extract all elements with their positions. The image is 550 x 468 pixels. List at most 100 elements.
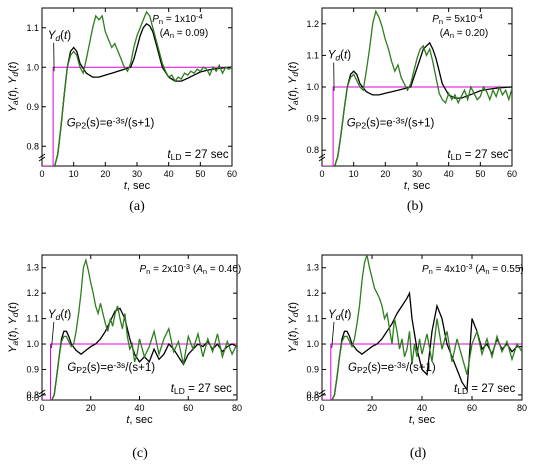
y-tick-label: 0.9 [26,102,39,112]
panel-letter: (a) [129,199,145,214]
x-tick-label: 30 [412,169,422,179]
x-tick-label: 40 [444,169,454,179]
y-axis-label: Ya(t), Yd(t) [7,62,20,113]
y-tick-label: 0.8 [306,390,319,400]
series-actual-line [54,22,232,166]
y-axis-label: Ya(t), Yd(t) [287,62,300,113]
amplitude-annotation: (An = 0.09) [160,28,208,40]
dead-time-annotation: tLD = 27 sec [167,149,228,162]
y-tick-label: 1.1 [306,50,319,60]
x-tick-label: 40 [134,403,144,413]
transfer-function-annotation: GP2(s)=e-3s/(s+1) [67,360,155,375]
y-tick-label: 1.1 [26,314,39,324]
x-tick-label: 40 [164,169,174,179]
x-tick-label: 20 [367,403,377,413]
y-tick-label-zero: 0.0 [26,393,39,403]
transfer-function-annotation: GP2(s)=e-3s/(s+1) [348,360,436,375]
dead-time-annotation: tLD = 27 sec [454,383,515,396]
transfer-function-annotation: GP2(s)=e-3s/(s+1) [347,115,435,130]
x-tick-label: 40 [417,403,427,413]
y-axis-label: Ya(t), Yd(t) [7,302,20,353]
panel-c: 0 20 40 60 80 0.8 0.9 1.0 1.1 1.2 1.3 0.0 t, sec Ya(t… [7,254,242,461]
y-tick-label: 1.2 [26,288,39,298]
panel-a: 0 10 20 30 40 50 60 0.8 0.9 1.0 1.1 t, sec Ya(t), Yd… [7,7,237,214]
x-tick-label: 80 [517,403,527,413]
panel-letter: (d) [410,446,427,461]
series-actual-noisy-line [331,255,522,400]
axis-break-mark [318,389,326,395]
panel-letter: (c) [132,446,148,461]
yd-annotation: Yd(t) [48,30,72,43]
x-tick-label: 10 [349,169,359,179]
axis-break-mark [318,156,326,162]
series-desired-line [322,343,522,400]
panel-d: 0 20 40 60 80 0.8 0.9 1.0 1.1 1.2 1.3 0.0 t, sec Ya(t… [287,254,527,461]
y-axis-label: Ya(t), Yd(t) [287,302,300,353]
y-tick-label-zero: 0.0 [306,393,319,403]
series-actual-line [51,307,237,400]
axis-break-mark [38,156,46,162]
y-tick-label: 1.0 [26,62,39,72]
x-tick-label: 0 [39,403,44,413]
yd-pointer-line [331,321,335,349]
x-tick-label: 60 [183,403,193,413]
x-tick-label: 30 [132,169,142,179]
x-tick-label: 50 [475,169,485,179]
plot-frame [41,254,238,401]
plot-frame [321,254,523,401]
x-tick-label: 0 [39,169,44,179]
x-tick-label: 60 [467,403,477,413]
series-actual-noisy-line [54,10,232,166]
x-axis-label: t, sec [126,414,153,426]
y-tick-label: 1.2 [306,288,319,298]
series-actual-line [331,290,522,400]
dead-time-annotation: tLD = 27 sec [171,383,232,396]
x-tick-label: 20 [100,169,110,179]
y-tick-label: 1.3 [26,263,39,273]
y-tick-label: 0.8 [26,141,39,151]
power-annotation: Pn = 5x10-4 [432,12,483,26]
axis-break-mark [318,153,326,159]
x-tick-label: 60 [507,169,517,179]
power-annotation: Pn = 1x10-4 [152,12,203,26]
yd-annotation: Yd(t) [328,309,352,322]
y-tick-label: 0.9 [26,364,39,374]
y-tick-label: 0.9 [306,364,319,374]
axis-break-mark [38,389,46,395]
y-tick-label: 1.0 [306,339,319,349]
yd-pointer-line [51,321,55,349]
x-tick-label: 0 [319,169,324,179]
y-tick-label: 1.1 [306,314,319,324]
yd-annotation: Yd(t) [328,50,352,63]
x-axis-label: t, sec [124,180,151,192]
y-tick-label: 1.0 [306,82,319,92]
power-annotation: Pn = 4x10-3 (An = 0.55) [422,262,524,276]
x-tick-label: 10 [69,169,79,179]
x-tick-label: 20 [380,169,390,179]
transfer-function-annotation: GP2(s)=e-3s/(s+1) [67,115,155,130]
series-desired-line [322,86,512,166]
axis-break-mark [38,392,46,398]
axis-break-mark [38,153,46,159]
power-annotation: Pn = 2x10-3 (An = 0.40) [140,262,242,276]
y-tick-label: 0.8 [26,390,39,400]
x-tick-label: 0 [319,403,324,413]
x-axis-label: t, sec [409,414,436,426]
series-actual-noisy-line [51,257,237,400]
series-actual-line [334,41,512,166]
y-tick-label: 1.0 [26,339,39,349]
x-tick-label: 80 [232,403,242,413]
y-tick-label: 0.8 [306,145,319,155]
dead-time-annotation: tLD = 27 sec [447,149,508,162]
panel-b: 0 10 20 30 40 50 60 0.8 0.9 1.0 1.1 1.2 t, sec Ya(t),… [287,7,517,214]
x-axis-label: t, sec [404,180,431,192]
axis-break-mark [318,392,326,398]
y-tick-label: 0.9 [306,114,319,124]
series-desired-line [42,66,232,166]
series-actual-noisy-line [334,9,512,166]
x-tick-label: 20 [86,403,96,413]
yd-annotation: Yd(t) [48,309,72,322]
amplitude-annotation: (An = 0.20) [440,28,488,40]
panel-letter: (b) [407,199,424,214]
